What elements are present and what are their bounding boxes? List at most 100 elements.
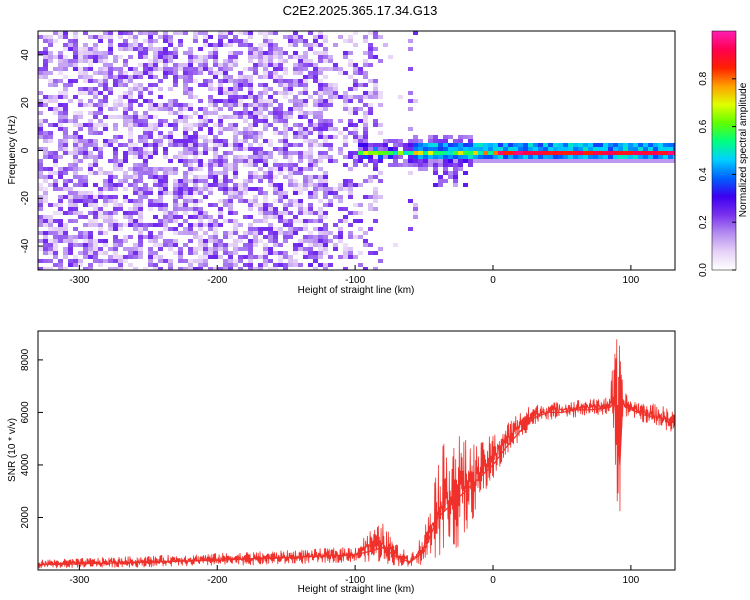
spectrogram-cell [108, 255, 113, 259]
spectrogram-cell [68, 187, 73, 191]
spectrogram-cell [113, 103, 118, 107]
spectrogram-cell [313, 123, 318, 127]
spectrogram-cell [158, 59, 163, 63]
spectrogram-cell [293, 43, 298, 47]
spectrogram-cell [188, 59, 193, 63]
spectrogram-cell [123, 47, 128, 51]
spectrogram-cell [68, 47, 73, 51]
spectrogram-cell [273, 175, 278, 179]
spectrogram-cell [253, 95, 258, 99]
spectrogram-cell [318, 103, 323, 107]
spectrogram-cell [168, 219, 173, 223]
spectrogram-cell [303, 175, 308, 179]
spectrogram-cell [38, 91, 43, 95]
spectrogram-cell [213, 63, 218, 67]
spectrogram-cell [68, 63, 73, 67]
spectrogram-cell [363, 75, 368, 79]
spectrogram-cell [268, 59, 273, 63]
spectrogram-cell [518, 151, 523, 155]
spectrogram-cell [183, 211, 188, 215]
spectrogram-cell [148, 135, 153, 139]
spectrogram-cell [153, 167, 158, 171]
spectrogram-cell [113, 235, 118, 239]
spectrogram-cell [273, 191, 278, 195]
spectrogram-cell [48, 175, 53, 179]
spectrogram-cell [368, 63, 373, 67]
spectrogram-cell [158, 131, 163, 135]
spectrogram-cell [498, 155, 503, 159]
spectrogram-x-tick-label: 100 [623, 275, 640, 286]
spectrogram-cell [288, 223, 293, 227]
spectrogram-cell [93, 223, 98, 227]
spectrogram-cell [103, 79, 108, 83]
spectrogram-cell [238, 239, 243, 243]
spectrogram-cell [353, 203, 358, 207]
spectrogram-cell [318, 179, 323, 183]
spectrogram-cell [88, 219, 93, 223]
spectrogram-cell [268, 51, 273, 55]
spectrogram-cell [88, 163, 93, 167]
spectrogram-cell [258, 187, 263, 191]
spectrogram-cell [293, 151, 298, 155]
spectrogram-cell [223, 259, 228, 263]
spectrogram-cell [188, 251, 193, 255]
spectrogram-cell [188, 139, 193, 143]
spectrogram-cell [293, 247, 298, 251]
spectrogram-cell [378, 131, 383, 135]
spectrogram-cell [318, 79, 323, 83]
spectrogram-cell [258, 263, 263, 267]
spectrogram-cell [58, 103, 63, 107]
spectrogram-cell [293, 63, 298, 67]
spectrogram-cell [173, 215, 178, 219]
spectrogram-cell [183, 91, 188, 95]
spectrogram-cell [323, 211, 328, 215]
spectrogram-cell [268, 171, 273, 175]
spectrogram-cell [103, 179, 108, 183]
spectrogram-cell [253, 163, 258, 167]
spectrogram-cell [293, 203, 298, 207]
colorbar: 0.00.20.40.60.8 Normalized spectral ampl… [698, 30, 749, 277]
colorbar-gradient [711, 30, 737, 271]
spectrogram-cell [283, 175, 288, 179]
spectrogram-cell [248, 171, 253, 175]
spectrogram-cell [423, 143, 428, 147]
spectrogram-cell [128, 151, 133, 155]
spectrogram-cell [243, 263, 248, 267]
spectrogram-cell [208, 227, 213, 231]
spectrogram-cell [223, 203, 228, 207]
spectrogram-cell [218, 91, 223, 95]
spectrogram-cell [218, 159, 223, 163]
spectrogram-cell [143, 147, 148, 151]
spectrogram-cell [268, 95, 273, 99]
spectrogram-cell [113, 163, 118, 167]
spectrogram-cell [348, 155, 353, 159]
spectrogram-cell [273, 239, 278, 243]
spectrogram-cell [468, 155, 473, 159]
spectrogram-cell [268, 87, 273, 91]
spectrogram-cell [313, 35, 318, 39]
spectrogram-cell [153, 175, 158, 179]
spectrogram-cell [263, 107, 268, 111]
spectrogram-cell [453, 167, 458, 171]
spectrogram-cell [203, 43, 208, 47]
spectrogram-cell [188, 63, 193, 67]
spectrogram-cell [203, 187, 208, 191]
spectrogram-cell [58, 235, 63, 239]
spectrogram-cell [153, 75, 158, 79]
spectrogram-cell [178, 267, 183, 270]
spectrogram-cell [308, 175, 313, 179]
spectrogram-cell [353, 43, 358, 47]
spectrogram-cell [128, 87, 133, 91]
spectrogram-cell [188, 267, 193, 270]
spectrogram-cell [143, 131, 148, 135]
spectrogram-cell [118, 227, 123, 231]
spectrogram-cell [208, 103, 213, 107]
spectrogram-cell [198, 135, 203, 139]
spectrogram-cell [503, 159, 508, 163]
spectrogram-cell [198, 235, 203, 239]
spectrogram-cell [43, 219, 48, 223]
spectrogram-cell [498, 143, 503, 147]
spectrogram-cell [228, 59, 233, 63]
